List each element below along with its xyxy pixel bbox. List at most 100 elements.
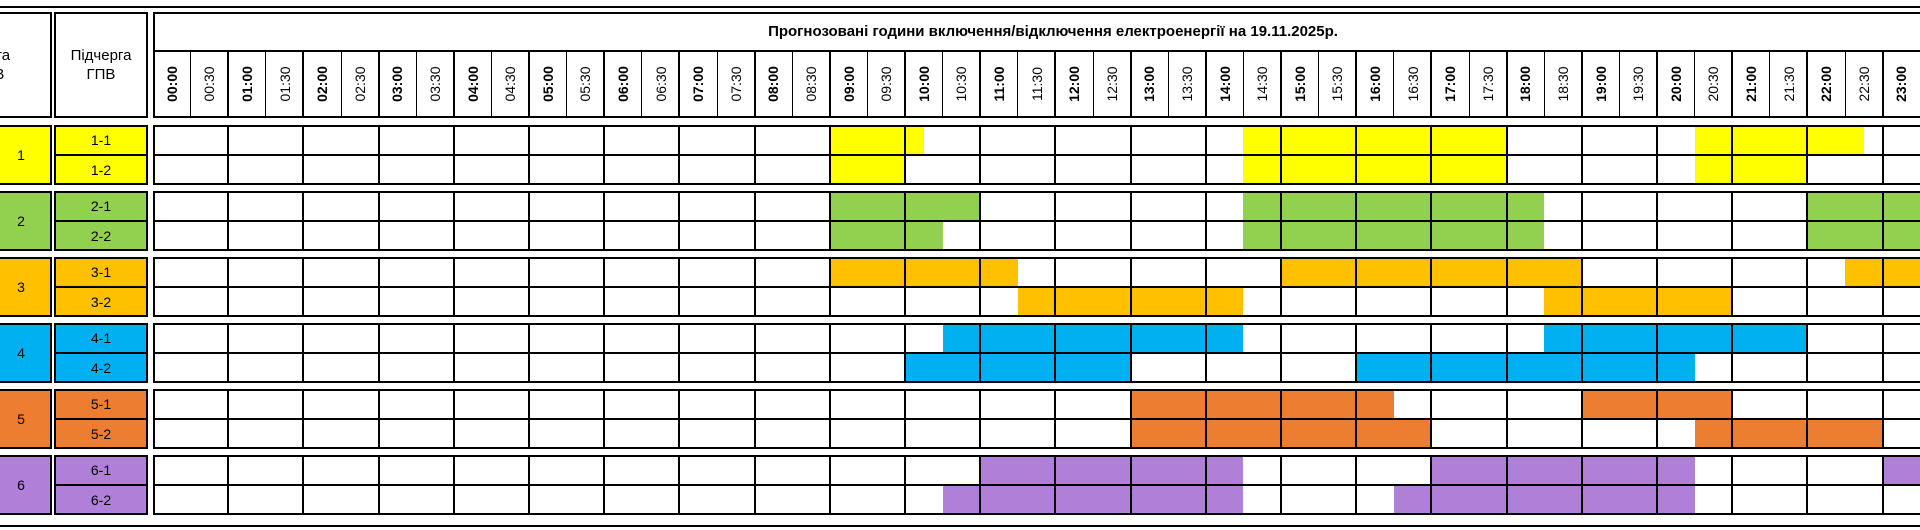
hour-divider: [904, 389, 906, 449]
subqueue-cell: [54, 389, 148, 419]
time-slot-divider: [1355, 50, 1358, 118]
time-slot-label: 13:00: [1141, 66, 1158, 102]
hour-divider: [377, 125, 380, 185]
time-slot-divider: [1881, 50, 1884, 118]
time-slot-divider: [1731, 50, 1734, 118]
time-slot-label: 00:00: [163, 66, 180, 102]
time-slot-divider: [302, 50, 305, 118]
time-slot-divider: [791, 50, 793, 118]
time-slot-header: 02:00: [303, 52, 341, 116]
hour-divider: [528, 191, 530, 251]
outage-block: [1807, 221, 1920, 251]
time-slot-header: 22:30: [1845, 52, 1883, 116]
subqueue-label: 2-2: [90, 227, 112, 244]
hour-divider: [1881, 191, 1884, 251]
hour-divider: [452, 389, 455, 449]
hour-divider: [227, 323, 230, 383]
time-slot-header: 10:30: [943, 52, 981, 116]
time-slot-header: 10:00: [905, 52, 943, 116]
subqueue-label: 5-1: [90, 395, 112, 412]
time-slot-label: 18:00: [1517, 66, 1534, 102]
hour-divider: [1129, 191, 1132, 251]
schedule-title: Прогнозовані години включення/відключенн…: [768, 22, 1338, 40]
outage-block: [829, 125, 924, 155]
hour-divider: [452, 257, 455, 317]
hour-divider: [1656, 389, 1658, 449]
subqueue-label: 4-1: [90, 329, 112, 346]
hour-divider: [1129, 323, 1132, 383]
time-slot-header: 01:30: [266, 52, 304, 116]
time-slot-label: 05:30: [577, 66, 594, 102]
time-slot-label: 22:30: [1855, 66, 1872, 102]
hour-divider: [979, 257, 982, 317]
time-slot-label: 17:00: [1442, 66, 1459, 102]
hour-divider: [377, 191, 380, 251]
subqueue-label: 1-1: [90, 131, 112, 148]
hour-divider: [1505, 257, 1508, 317]
time-slot-label: 06:00: [614, 66, 631, 102]
subqueue-label: 2-1: [90, 197, 112, 214]
hour-divider: [1731, 389, 1734, 449]
hour-divider: [1054, 191, 1057, 251]
hour-divider: [1580, 191, 1583, 251]
outage-block: [1243, 155, 1507, 185]
row-divider: [153, 352, 1920, 354]
queue-header-border: [0, 12, 52, 118]
hour-divider: [227, 389, 230, 449]
time-slot-divider: [1468, 50, 1470, 118]
hour-divider: [302, 455, 305, 515]
time-slot-label: 04:00: [464, 66, 481, 102]
outage-block: [980, 455, 1244, 485]
time-slot-divider: [227, 50, 230, 118]
time-slot-header: 00:30: [191, 52, 229, 116]
time-slot-header: 20:30: [1695, 52, 1733, 116]
hour-divider: [1731, 455, 1734, 515]
time-slot-label: 08:00: [765, 66, 782, 102]
hour-divider: [753, 191, 756, 251]
hour-divider: [1505, 455, 1508, 515]
hour-divider: [528, 257, 530, 317]
time-slot-header: 20:00: [1657, 52, 1695, 116]
outage-block: [1544, 323, 1808, 353]
time-slot-label: 06:30: [652, 66, 669, 102]
subqueue-label: 4-2: [90, 359, 112, 376]
hour-divider: [1505, 323, 1508, 383]
time-slot-header: 14:30: [1243, 52, 1281, 116]
hour-divider: [452, 191, 455, 251]
hour-divider: [678, 191, 681, 251]
time-slot-header: 16:00: [1356, 52, 1394, 116]
hour-divider: [1355, 455, 1358, 515]
time-slot-header: 13:30: [1168, 52, 1206, 116]
time-slot-divider: [528, 50, 530, 118]
time-slot-divider: [1844, 50, 1846, 118]
hour-divider: [1881, 257, 1884, 317]
time-slot-header: 13:00: [1131, 52, 1169, 116]
time-slot-header: 06:00: [604, 52, 642, 116]
hour-divider: [1054, 323, 1057, 383]
time-slot-header: 04:00: [454, 52, 492, 116]
hour-divider: [528, 323, 530, 383]
subqueue-label: 1-2: [90, 161, 112, 178]
hour-divider: [1505, 191, 1508, 251]
time-slot-label: 19:00: [1592, 66, 1609, 102]
queue-label: 3: [17, 278, 25, 295]
hour-divider: [828, 125, 831, 185]
time-slot-label: 20:30: [1705, 66, 1722, 102]
outage-block: [1243, 191, 1545, 221]
hour-divider: [753, 257, 756, 317]
hour-divider: [678, 323, 681, 383]
time-slot-label: 17:30: [1479, 66, 1496, 102]
hour-divider: [1280, 125, 1282, 185]
hour-divider: [1204, 125, 1207, 185]
time-slot-header: 21:00: [1732, 52, 1770, 116]
subqueue-label: 6-1: [90, 461, 112, 478]
outage-block: [1807, 191, 1920, 221]
time-slot-divider: [377, 50, 380, 118]
table-outer-border: [0, 6, 1920, 527]
outage-block: [1694, 419, 1883, 449]
hour-divider: [979, 455, 982, 515]
hour-divider: [1505, 125, 1508, 185]
time-slot-header: 06:30: [642, 52, 680, 116]
time-slot-divider: [1656, 50, 1658, 118]
time-slot-header: 02:30: [341, 52, 379, 116]
